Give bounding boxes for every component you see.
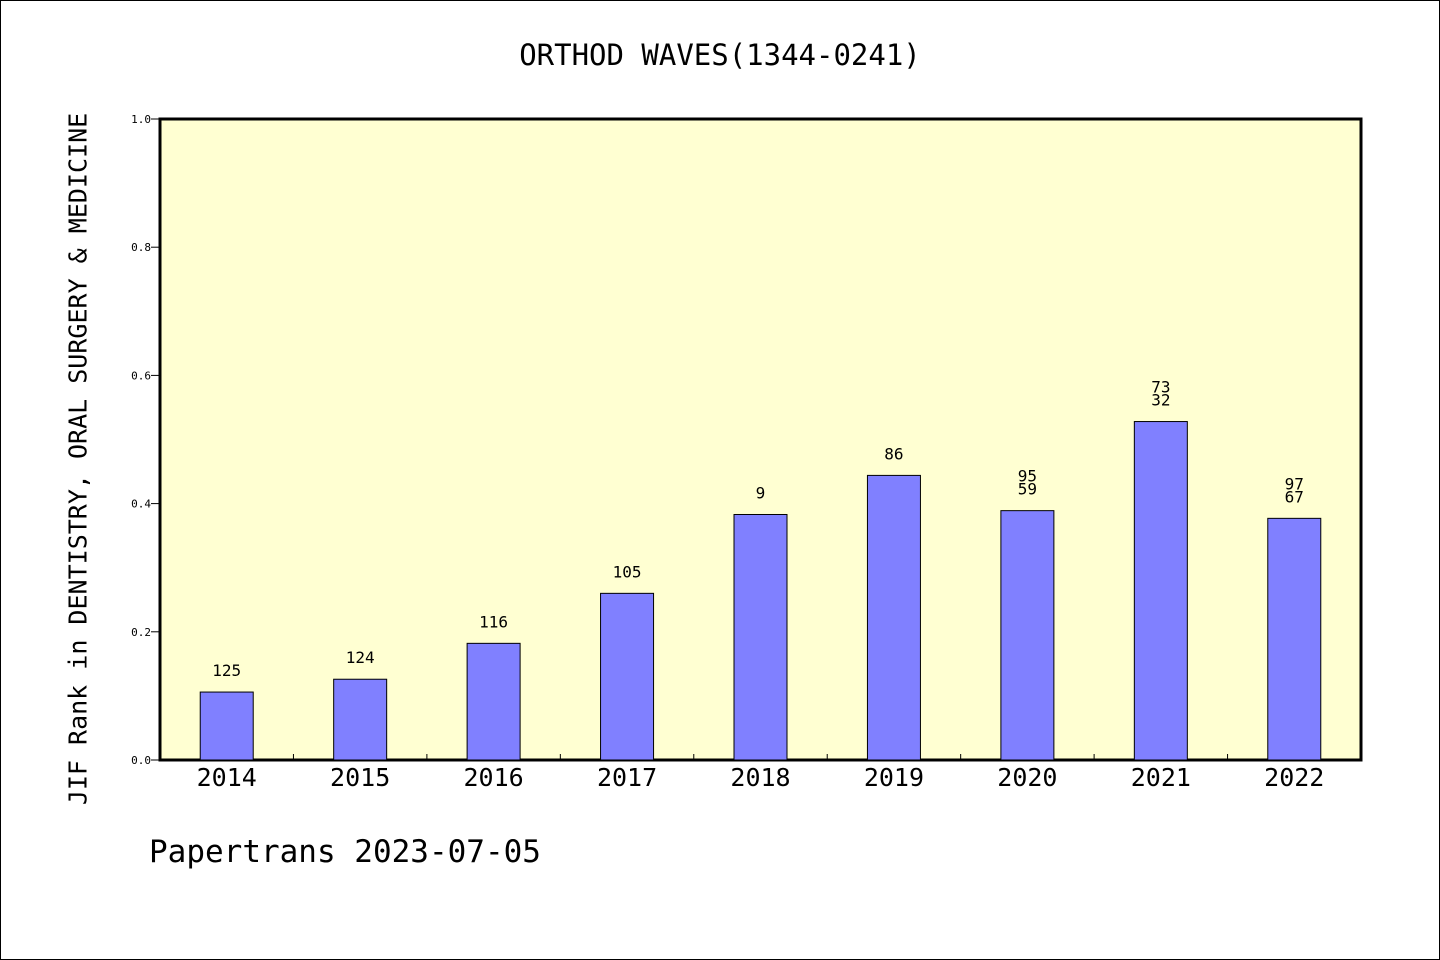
bar-label: 9 [756,483,766,502]
x-category-label: 2021 [1131,763,1191,792]
bar-label: 105 [613,562,642,581]
bar-label: 125 [212,661,241,680]
bars-group [199,421,1322,761]
x-category-label: 2014 [197,763,257,792]
bar-label: 97 [1285,474,1304,493]
y-tick-label: 0.2 [131,626,151,639]
y-tick-label: 0.4 [131,498,151,511]
chart-title: ORTHOD WAVES(1344-0241) [519,38,921,72]
bar-2015 [333,678,388,761]
x-axis-ticks [292,754,1229,760]
bar-label: 95 [1018,467,1037,486]
bar-2022 [1267,517,1322,761]
bar-2021 [1133,421,1188,761]
x-category-label: 2015 [330,763,390,792]
x-category-label: 2020 [997,763,1057,792]
y-tick-label: 0.8 [131,241,151,254]
bar-label: 67 [1285,487,1304,506]
bar-label: 124 [346,648,375,667]
bar-2019 [866,474,921,761]
bar-2018 [733,513,788,761]
bar-2016 [466,642,521,761]
x-category-label: 2016 [464,763,524,792]
bar-label: 32 [1151,391,1170,410]
y-tick-label: 0.0 [131,754,151,767]
x-category-label: 2018 [730,763,790,792]
bar-label: 59 [1018,480,1037,499]
y-tick-label: 1.0 [131,113,151,126]
x-category-label: 2017 [597,763,657,792]
bar-2020 [1000,510,1055,761]
bar-label: 73 [1151,378,1170,397]
bar-label: 116 [479,612,508,631]
x-category-label: 2019 [864,763,924,792]
y-tick-label: 0.6 [131,369,151,382]
footer-text: Papertrans 2023-07-05 [149,834,541,870]
bar-2017 [600,592,655,761]
bar-2014 [199,691,254,761]
bar-label: 86 [884,444,903,463]
x-category-label: 2022 [1264,763,1324,792]
y-axis-ticks: 0.0 0.2 0.4 0.6 0.8 1.0 [131,113,160,767]
x-axis-categories: 2014 2015 2016 2017 2018 2019 2020 2021 2022 [197,763,1325,792]
